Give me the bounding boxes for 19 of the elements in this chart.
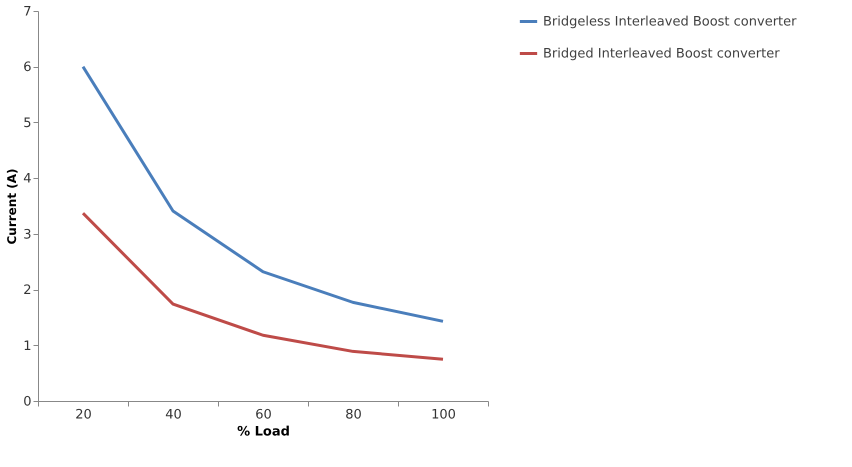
y-tick-label: 5 [23,116,32,131]
x-tick-label: 40 [165,408,182,422]
x-axis-title: % Load [237,424,290,440]
y-tick-label: 2 [23,283,32,298]
legend-label: Bridged Interleaved Boost converter [543,46,780,62]
y-axis-title: Current (A) [5,168,20,245]
line-series [82,212,444,361]
y-tick-label: 1 [23,338,32,354]
y-tick-label: 7 [23,4,32,20]
y-tick-label: 3 [23,227,32,242]
x-tick-label: 100 [431,408,456,422]
x-tick-label: 60 [255,408,272,422]
line-series [82,65,444,323]
legend-label: Bridgeless Interleaved Boost converter [543,14,798,30]
y-tick-label: 6 [23,60,32,76]
x-tick-label: 20 [75,408,92,422]
y-tick-label: 0 [23,394,32,410]
x-tick-label: 80 [345,408,362,422]
y-tick-label: 4 [23,172,32,187]
